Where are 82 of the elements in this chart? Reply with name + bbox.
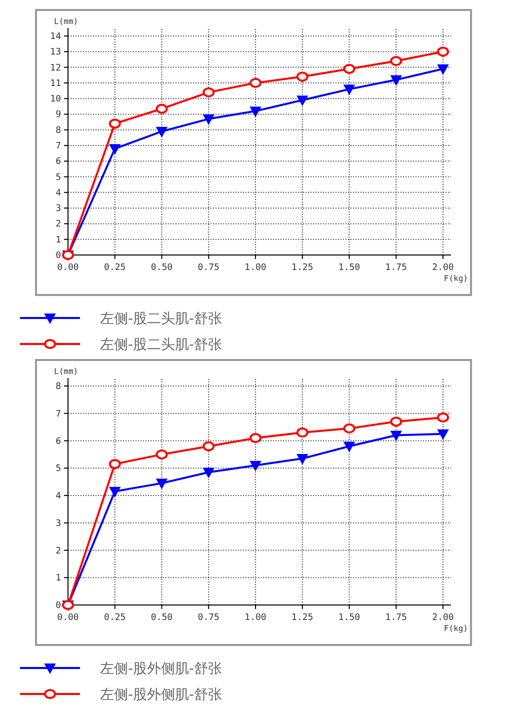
- y-tick-label: 7: [56, 409, 61, 420]
- point: [437, 46, 449, 57]
- point: [250, 106, 261, 117]
- point: [344, 442, 355, 452]
- y-tick-label: 9: [56, 110, 61, 120]
- y-tick-label: 7: [56, 142, 61, 152]
- y-tick-label: 14: [50, 32, 61, 42]
- y-tick-label: 5: [56, 172, 61, 183]
- point: [108, 459, 121, 470]
- point: [296, 72, 308, 82]
- point: [390, 75, 402, 86]
- point: [203, 468, 214, 478]
- x-tick-label: 1.00: [244, 613, 266, 623]
- y-axis-title: L(mm): [54, 367, 78, 376]
- legend-label: 左侧-股二头肌-舒张: [100, 337, 222, 353]
- y-tick-label: 4: [56, 492, 61, 502]
- y-tick-label: 1: [56, 574, 61, 584]
- point: [202, 441, 215, 452]
- x-tick-label: 0.00: [57, 613, 79, 623]
- y-tick-label: 13: [50, 48, 61, 58]
- x-tick-label: 1.75: [385, 263, 407, 273]
- point: [203, 114, 214, 124]
- x-tick-label: 1.25: [292, 263, 314, 273]
- point: [156, 478, 168, 489]
- point: [438, 64, 448, 74]
- x-tick-label: 0.75: [198, 613, 220, 623]
- point: [156, 126, 168, 137]
- point: [250, 78, 262, 88]
- y-tick-label: 8: [56, 126, 61, 136]
- x-tick-label: 2.00: [432, 263, 454, 273]
- point: [156, 449, 168, 460]
- point: [344, 84, 355, 95]
- x-tick-label: 1.50: [338, 263, 360, 273]
- y-tick-label: 3: [56, 204, 61, 214]
- point: [202, 87, 215, 98]
- x-axis-title: F(kg): [444, 274, 468, 283]
- point: [390, 430, 402, 441]
- point: [296, 96, 308, 106]
- y-tick-label: 3: [56, 518, 61, 529]
- y-tick-label: 12: [50, 63, 61, 74]
- y-axis-title: L(mm): [54, 17, 78, 26]
- y-tick-label: 6: [56, 436, 61, 447]
- point: [390, 416, 402, 427]
- x-tick-label: 0.00: [57, 263, 79, 273]
- point: [343, 423, 356, 434]
- y-tick-label: 10: [50, 94, 61, 105]
- point: [109, 486, 120, 497]
- y-tick-label: 1: [56, 235, 61, 246]
- x-tick-label: 2.00: [432, 613, 454, 623]
- point: [250, 433, 262, 444]
- legend-label: 左侧-股外侧肌-舒张: [100, 661, 222, 677]
- y-tick-label: 5: [56, 464, 61, 474]
- y-tick-label: 6: [56, 157, 61, 168]
- point: [108, 118, 121, 129]
- x-tick-label: 1.50: [338, 613, 360, 623]
- legend-label: 左侧-股二头肌-舒张: [100, 311, 222, 327]
- x-tick-label: 0.25: [104, 263, 126, 273]
- x-tick-label: 1.75: [385, 613, 407, 623]
- x-axis-title: F(kg): [444, 624, 468, 633]
- point: [438, 429, 448, 440]
- y-tick-label: 2: [56, 220, 61, 230]
- point: [296, 428, 308, 438]
- point: [156, 104, 168, 114]
- point: [390, 56, 402, 66]
- point: [109, 144, 120, 154]
- y-tick-label: 4: [56, 188, 61, 198]
- x-tick-label: 1.00: [244, 263, 266, 273]
- point: [296, 454, 308, 464]
- x-tick-label: 0.50: [150, 263, 173, 273]
- y-tick-label: 0: [56, 601, 61, 611]
- x-tick-label: 1.25: [292, 613, 314, 623]
- point: [250, 460, 261, 471]
- y-tick-label: 11: [50, 78, 61, 89]
- y-tick-label: 2: [56, 546, 61, 556]
- x-tick-label: 0.50: [150, 613, 173, 623]
- x-tick-label: 0.25: [104, 613, 126, 623]
- point: [343, 64, 356, 74]
- x-tick-label: 0.75: [198, 263, 220, 273]
- y-tick-label: 8: [56, 382, 61, 392]
- legend-label: 左侧-股外侧肌-舒张: [100, 687, 222, 703]
- point: [437, 412, 449, 422]
- y-tick-label: 0: [56, 251, 61, 261]
